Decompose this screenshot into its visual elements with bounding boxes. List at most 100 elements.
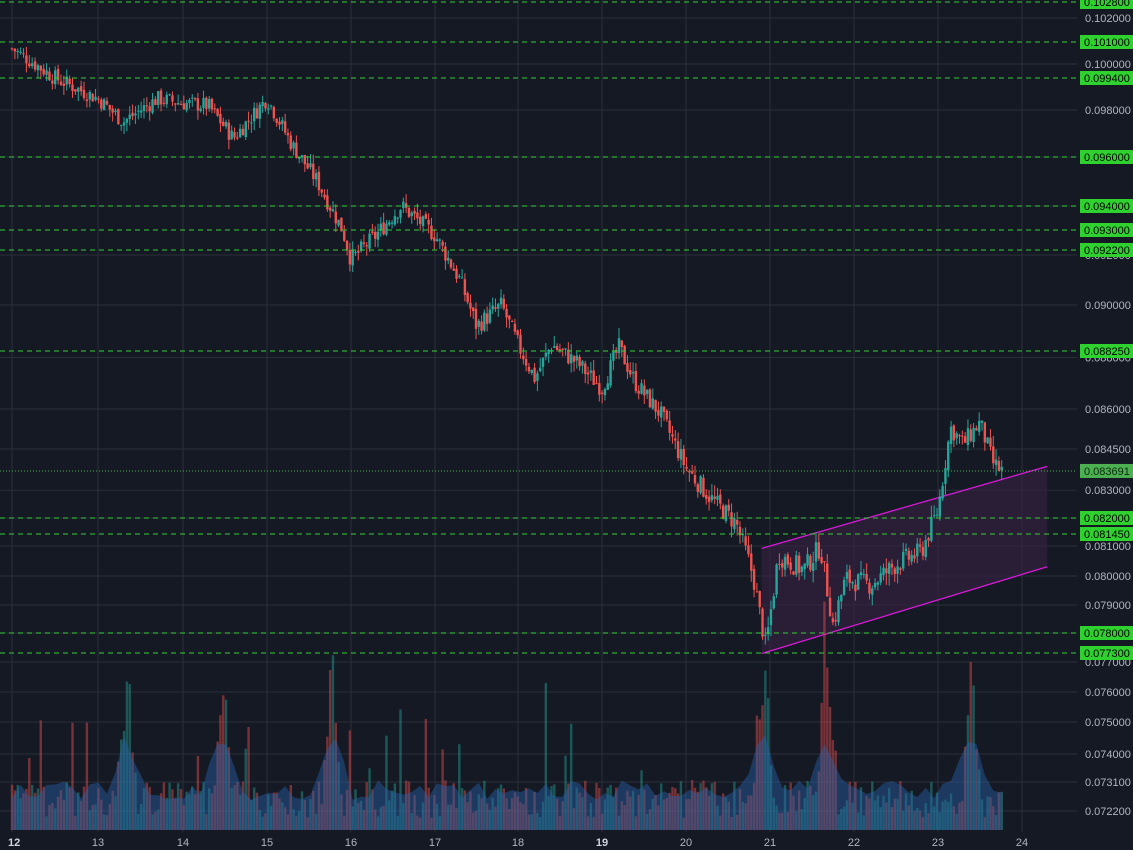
candle-body: [154, 99, 157, 105]
candle: [128, 106, 131, 126]
candle-body: [185, 102, 188, 111]
volume-bar: [935, 792, 939, 830]
candle: [631, 362, 635, 384]
candle: [191, 94, 194, 107]
candle-body: [840, 594, 843, 602]
candle-body: [758, 590, 761, 608]
candle-body: [648, 389, 652, 408]
volume-bar: [488, 809, 492, 830]
volume-bar: [674, 788, 677, 830]
candle: [949, 420, 953, 453]
volume-bar: [272, 792, 276, 830]
volume-bar: [134, 772, 137, 830]
candle: [320, 188, 323, 198]
time-tick-14: 14: [177, 837, 189, 849]
candle: [862, 568, 866, 579]
level-price-text: 0.102800: [1084, 0, 1130, 9]
candle: [789, 557, 792, 575]
volume-bar: [438, 816, 442, 830]
candle-body: [727, 504, 730, 511]
time-axis-background[interactable]: [0, 832, 1133, 850]
candle-body: [111, 108, 114, 113]
volume-bar: [365, 782, 368, 830]
candle: [676, 432, 680, 462]
candle-body: [910, 554, 913, 562]
volume-bar: [502, 788, 506, 830]
candle-body: [385, 223, 388, 235]
candle-body: [413, 210, 416, 214]
volume-bar: [340, 794, 343, 830]
candle: [876, 581, 880, 591]
candle: [744, 527, 747, 551]
volume-bar: [949, 793, 953, 830]
candle: [679, 438, 683, 468]
candle-body: [1000, 466, 1003, 471]
volume-bar: [890, 807, 894, 830]
volume-bar: [676, 793, 680, 830]
volume-bar: [483, 780, 486, 830]
volume-bar: [764, 670, 767, 830]
candle: [972, 423, 975, 448]
candle: [738, 521, 742, 544]
candle-body: [469, 302, 472, 309]
candle-body: [247, 120, 250, 122]
candle: [719, 489, 722, 510]
candle: [168, 93, 171, 97]
candle: [581, 359, 584, 374]
candle-body: [193, 97, 197, 100]
volume-bar: [176, 783, 180, 830]
candle-body: [137, 110, 140, 112]
candle-body: [530, 369, 533, 374]
candle-body: [721, 505, 725, 519]
price-axis-background[interactable]: [1077, 0, 1133, 832]
candle: [22, 48, 25, 58]
channel-upper-line[interactable]: [761, 465, 1048, 550]
volume-bar: [379, 807, 383, 830]
volume-bar: [553, 784, 556, 830]
candle-body: [834, 620, 837, 622]
volume-bar: [730, 816, 733, 830]
candle: [758, 590, 761, 615]
candle-body: [992, 446, 995, 464]
time-axis: 12 13 14 15 16 17 18 19 20 21 22 23 24: [8, 837, 1028, 849]
volume-bar: [699, 783, 702, 830]
candle: [820, 548, 823, 565]
candle: [193, 97, 197, 102]
candle: [752, 564, 756, 598]
channel-lower-line[interactable]: [761, 566, 1048, 655]
candle: [224, 119, 228, 129]
volume-bar: [989, 796, 992, 830]
candle-body: [343, 231, 346, 241]
candle: [100, 97, 103, 112]
volume-bar: [817, 771, 821, 830]
candle: [716, 487, 719, 507]
volume-bar: [834, 750, 837, 830]
candle-body: [125, 118, 129, 123]
candle: [851, 580, 854, 589]
candle: [402, 197, 405, 213]
level-price-text: 0.094000: [1084, 201, 1130, 213]
candle-body: [887, 563, 891, 574]
price-tick-label: 0.083000: [1085, 485, 1131, 497]
candle-body: [272, 106, 276, 119]
volume-bar: [455, 807, 458, 830]
candle: [491, 297, 494, 314]
candle-body: [168, 94, 171, 96]
volume-bar: [629, 796, 632, 830]
volume-bar: [710, 783, 714, 830]
candle-body: [986, 437, 989, 444]
candle: [783, 553, 787, 577]
candle: [114, 108, 117, 116]
volume-bar: [419, 817, 422, 830]
candle: [416, 203, 419, 226]
candle: [803, 563, 806, 580]
candle: [125, 117, 129, 132]
volume-bar: [707, 795, 711, 830]
candle: [927, 536, 930, 547]
candle: [510, 319, 514, 323]
volume-bar: [769, 765, 773, 830]
candle: [544, 342, 548, 361]
candle: [586, 366, 590, 385]
candle-body: [851, 582, 854, 584]
candle: [345, 239, 349, 256]
